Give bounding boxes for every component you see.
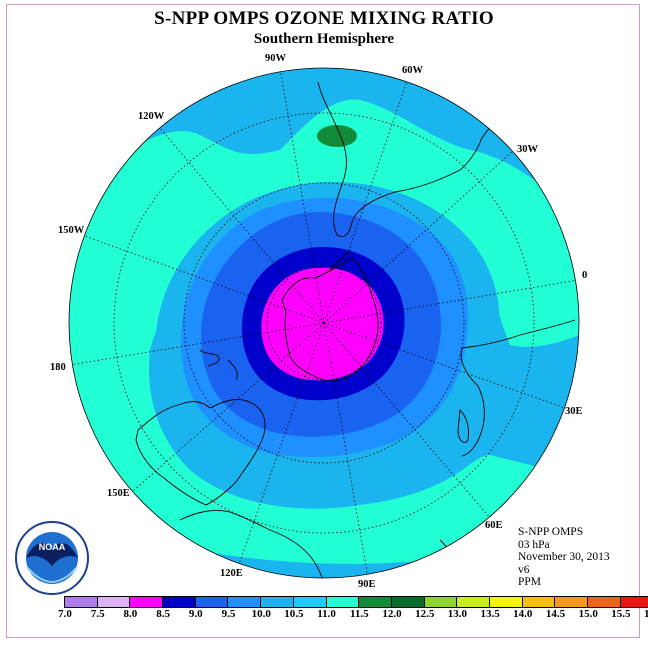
logo-bird bbox=[26, 543, 78, 566]
colorbar-segment bbox=[130, 597, 164, 607]
coast-new-zealand bbox=[199, 349, 238, 381]
info-version: v6 bbox=[518, 563, 530, 576]
info-block: S-NPP OMPS 03 hPa November 30, 2013 v6 P… bbox=[518, 526, 610, 589]
colorbar-segment bbox=[555, 597, 588, 607]
colorbar-tick-label: 16.0 bbox=[643, 608, 648, 620]
colorbar-segment bbox=[588, 597, 621, 607]
colorbar-tick-label: 8.0 bbox=[123, 608, 138, 620]
colorbar-tick-label: 8.5 bbox=[156, 608, 170, 620]
meridian-0 bbox=[323, 279, 579, 324]
colorbar-ticks: 7.0 7.5 8.0 8.5 9.0 9.5 10.0 10.5 11.0 11.5 12.0 12… bbox=[0, 608, 648, 622]
lon-label-30E: 30E bbox=[565, 406, 583, 417]
map-title: S-NPP OMPS OZONE MIXING RATIO bbox=[154, 8, 494, 29]
meridian-30W bbox=[323, 149, 515, 324]
noaa-logo: NOAA bbox=[15, 521, 89, 595]
info-units: PPM bbox=[518, 576, 542, 589]
colorbar-tick-label: 15.5 bbox=[611, 608, 631, 620]
map-boundary bbox=[68, 67, 580, 579]
coast-antarctica bbox=[281, 257, 379, 382]
colorbar-tick-label: 7.5 bbox=[90, 608, 105, 620]
contour-11-5 bbox=[317, 125, 357, 147]
figure-frame bbox=[6, 4, 640, 638]
info-pressure-level: 03 hPa bbox=[518, 538, 550, 551]
logo-text: NOAA bbox=[39, 542, 66, 552]
logo-wave bbox=[27, 567, 77, 584]
info-instrument: S-NPP OMPS bbox=[518, 526, 584, 538]
meridian-120W bbox=[159, 127, 325, 324]
colorbar-tick-label: 10.5 bbox=[284, 608, 304, 620]
coast-australia bbox=[135, 398, 266, 506]
colorbar-tick-label: 14.0 bbox=[513, 608, 533, 620]
meridian-60W bbox=[323, 71, 411, 324]
colorbar bbox=[64, 596, 648, 608]
colorbar-segment bbox=[489, 597, 523, 607]
colorbar-tick-label: 9.0 bbox=[188, 608, 203, 620]
meridian-30E bbox=[323, 322, 566, 409]
colorbar-tick-label: 11.0 bbox=[317, 608, 336, 620]
coast-southeast-asia bbox=[179, 509, 325, 578]
colorbar-tick-label: 7.0 bbox=[58, 608, 72, 620]
colorbar-segment bbox=[65, 597, 98, 607]
colorbar-segment bbox=[391, 597, 425, 607]
lon-label-90W: 90W bbox=[265, 53, 287, 64]
colorbar-tick-label: 13.0 bbox=[447, 608, 468, 620]
colorbar-segment bbox=[457, 597, 490, 607]
contour-10-5-west bbox=[69, 99, 579, 578]
lon-label-150E: 150E bbox=[107, 488, 130, 499]
contour-8-0 bbox=[261, 267, 384, 381]
coast-africa bbox=[460, 319, 576, 457]
ozone-field bbox=[69, 68, 579, 578]
coast-madagascar bbox=[457, 409, 469, 443]
colorbar-segment bbox=[424, 597, 458, 607]
meridian-90E bbox=[323, 322, 369, 578]
meridian-90W bbox=[279, 68, 325, 324]
meridian-60E bbox=[323, 322, 491, 519]
latitude-circle-60 bbox=[183, 182, 465, 464]
meridian-150E bbox=[131, 322, 325, 493]
meridian-180 bbox=[69, 322, 325, 366]
colorbar-segment bbox=[97, 597, 131, 607]
colorbar-segment bbox=[620, 597, 648, 607]
colorbar-segment bbox=[522, 597, 556, 607]
info-date: November 30, 2013 bbox=[518, 551, 610, 564]
colorbar-segment bbox=[326, 597, 360, 607]
colorbar-segment bbox=[195, 597, 229, 607]
latitude-circle-40 bbox=[113, 112, 535, 534]
colorbar-segment bbox=[359, 597, 392, 607]
colorbar-tick-label: 13.5 bbox=[480, 608, 500, 620]
lon-label-60E: 60E bbox=[485, 520, 503, 531]
lon-label-150W: 150W bbox=[58, 225, 85, 236]
colorbar-segment bbox=[293, 597, 327, 607]
map-subtitle: Southern Hemisphere bbox=[253, 31, 395, 47]
coast-antarctic-peninsula bbox=[329, 249, 351, 271]
lon-label-90E: 90E bbox=[358, 579, 376, 590]
meridian-120E bbox=[237, 322, 325, 568]
colorbar-segment bbox=[228, 597, 262, 607]
lon-label-0: 0 bbox=[582, 270, 587, 281]
graticule bbox=[69, 68, 579, 578]
colorbar-segment bbox=[163, 597, 196, 607]
colorbar-tick-label: 15.0 bbox=[578, 608, 598, 620]
colorbar-tick-label: 9.5 bbox=[221, 608, 236, 620]
latitude-circle-80 bbox=[266, 265, 382, 381]
lon-label-60W: 60W bbox=[402, 65, 424, 76]
coast-south-america bbox=[317, 81, 506, 237]
colorbar-tick-label: 12.0 bbox=[382, 608, 402, 620]
colorbar-tick-label: 14.5 bbox=[545, 608, 566, 620]
lon-label-180: 180 bbox=[50, 362, 66, 373]
colorbar-tick-label: 12.5 bbox=[415, 608, 435, 620]
lon-label-120E: 120E bbox=[220, 568, 243, 579]
colorbar-segment bbox=[261, 597, 294, 607]
meridian-150W bbox=[81, 234, 325, 324]
lon-label-120W: 120W bbox=[138, 111, 165, 122]
lon-label-30W: 30W bbox=[517, 144, 539, 155]
colorbar-tick-label: 11.5 bbox=[349, 608, 369, 620]
colorbar-tick-label: 10.0 bbox=[251, 608, 271, 620]
